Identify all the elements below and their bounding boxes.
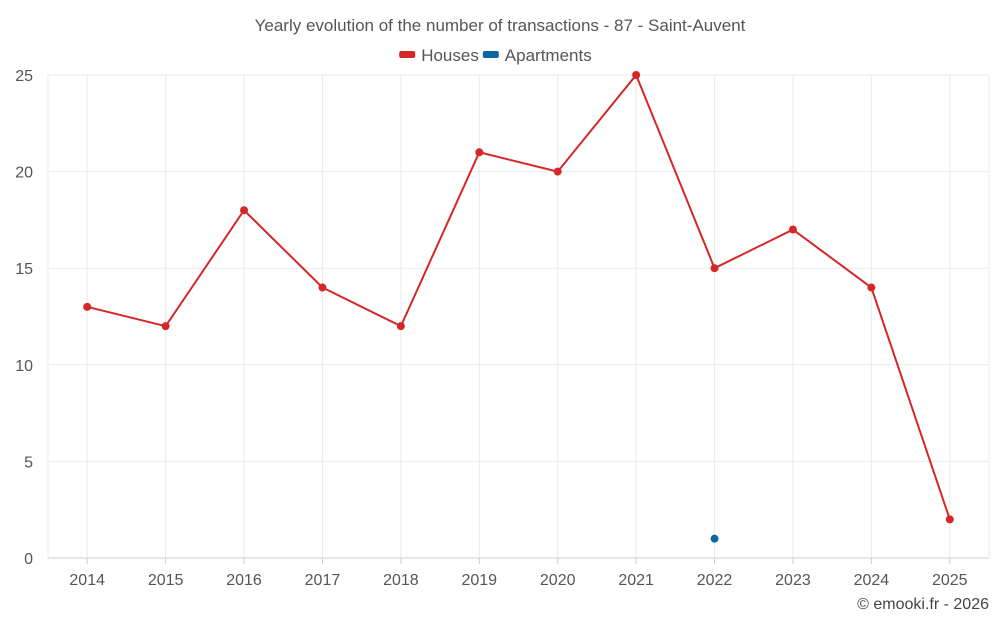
- x-tick-label: 2017: [305, 572, 341, 589]
- data-point-houses[interactable]: [318, 283, 327, 292]
- data-point-houses[interactable]: [83, 302, 92, 311]
- y-tick-label: 10: [15, 358, 33, 375]
- legend-item-apartments[interactable]: Apartments: [482, 46, 592, 65]
- data-point-houses[interactable]: [161, 322, 170, 331]
- series-houses: [83, 71, 954, 524]
- grid: [47, 74, 990, 558]
- data-point-houses[interactable]: [710, 264, 719, 273]
- x-tick-label: 2014: [69, 572, 105, 589]
- series: [83, 71, 954, 543]
- x-tick-label: 2023: [775, 572, 811, 589]
- data-point-houses[interactable]: [867, 283, 876, 292]
- y-tick-label: 15: [15, 261, 33, 278]
- data-point-houses[interactable]: [396, 322, 405, 331]
- data-point-apartments[interactable]: [710, 534, 719, 543]
- y-tick-label: 20: [15, 165, 33, 182]
- legend-label: Apartments: [505, 46, 592, 65]
- y-tick-label: 25: [15, 68, 33, 85]
- x-tick-label: 2019: [461, 572, 497, 589]
- series-line-houses: [86, 74, 951, 520]
- x-tick-label: 2025: [932, 572, 968, 589]
- data-point-houses[interactable]: [475, 148, 484, 157]
- data-point-houses[interactable]: [945, 515, 954, 524]
- legend-swatch: [399, 51, 416, 58]
- x-tick-label: 2021: [618, 572, 654, 589]
- x-tick-label: 2022: [697, 572, 733, 589]
- data-point-houses[interactable]: [240, 206, 249, 215]
- chart-title: Yearly evolution of the number of transa…: [255, 16, 746, 35]
- legend: Houses Apartments: [399, 46, 592, 65]
- data-point-houses[interactable]: [553, 167, 562, 176]
- y-tick-label: 0: [24, 551, 33, 568]
- x-tick-label: 2016: [226, 572, 262, 589]
- credit-text: © emooki.fr - 2026: [857, 596, 989, 613]
- legend-label: Houses: [421, 46, 479, 65]
- series-apartments: [710, 534, 719, 543]
- data-point-houses[interactable]: [632, 71, 641, 79]
- legend-swatch: [482, 51, 499, 58]
- x-tick-label: 2024: [854, 572, 890, 589]
- x-tick-label: 2015: [148, 572, 184, 589]
- data-point-houses[interactable]: [788, 225, 797, 234]
- y-tick-label: 5: [24, 454, 33, 471]
- x-tick-label: 2018: [383, 572, 419, 589]
- x-tick-label: 2020: [540, 572, 576, 589]
- legend-item-houses[interactable]: Houses: [399, 46, 479, 65]
